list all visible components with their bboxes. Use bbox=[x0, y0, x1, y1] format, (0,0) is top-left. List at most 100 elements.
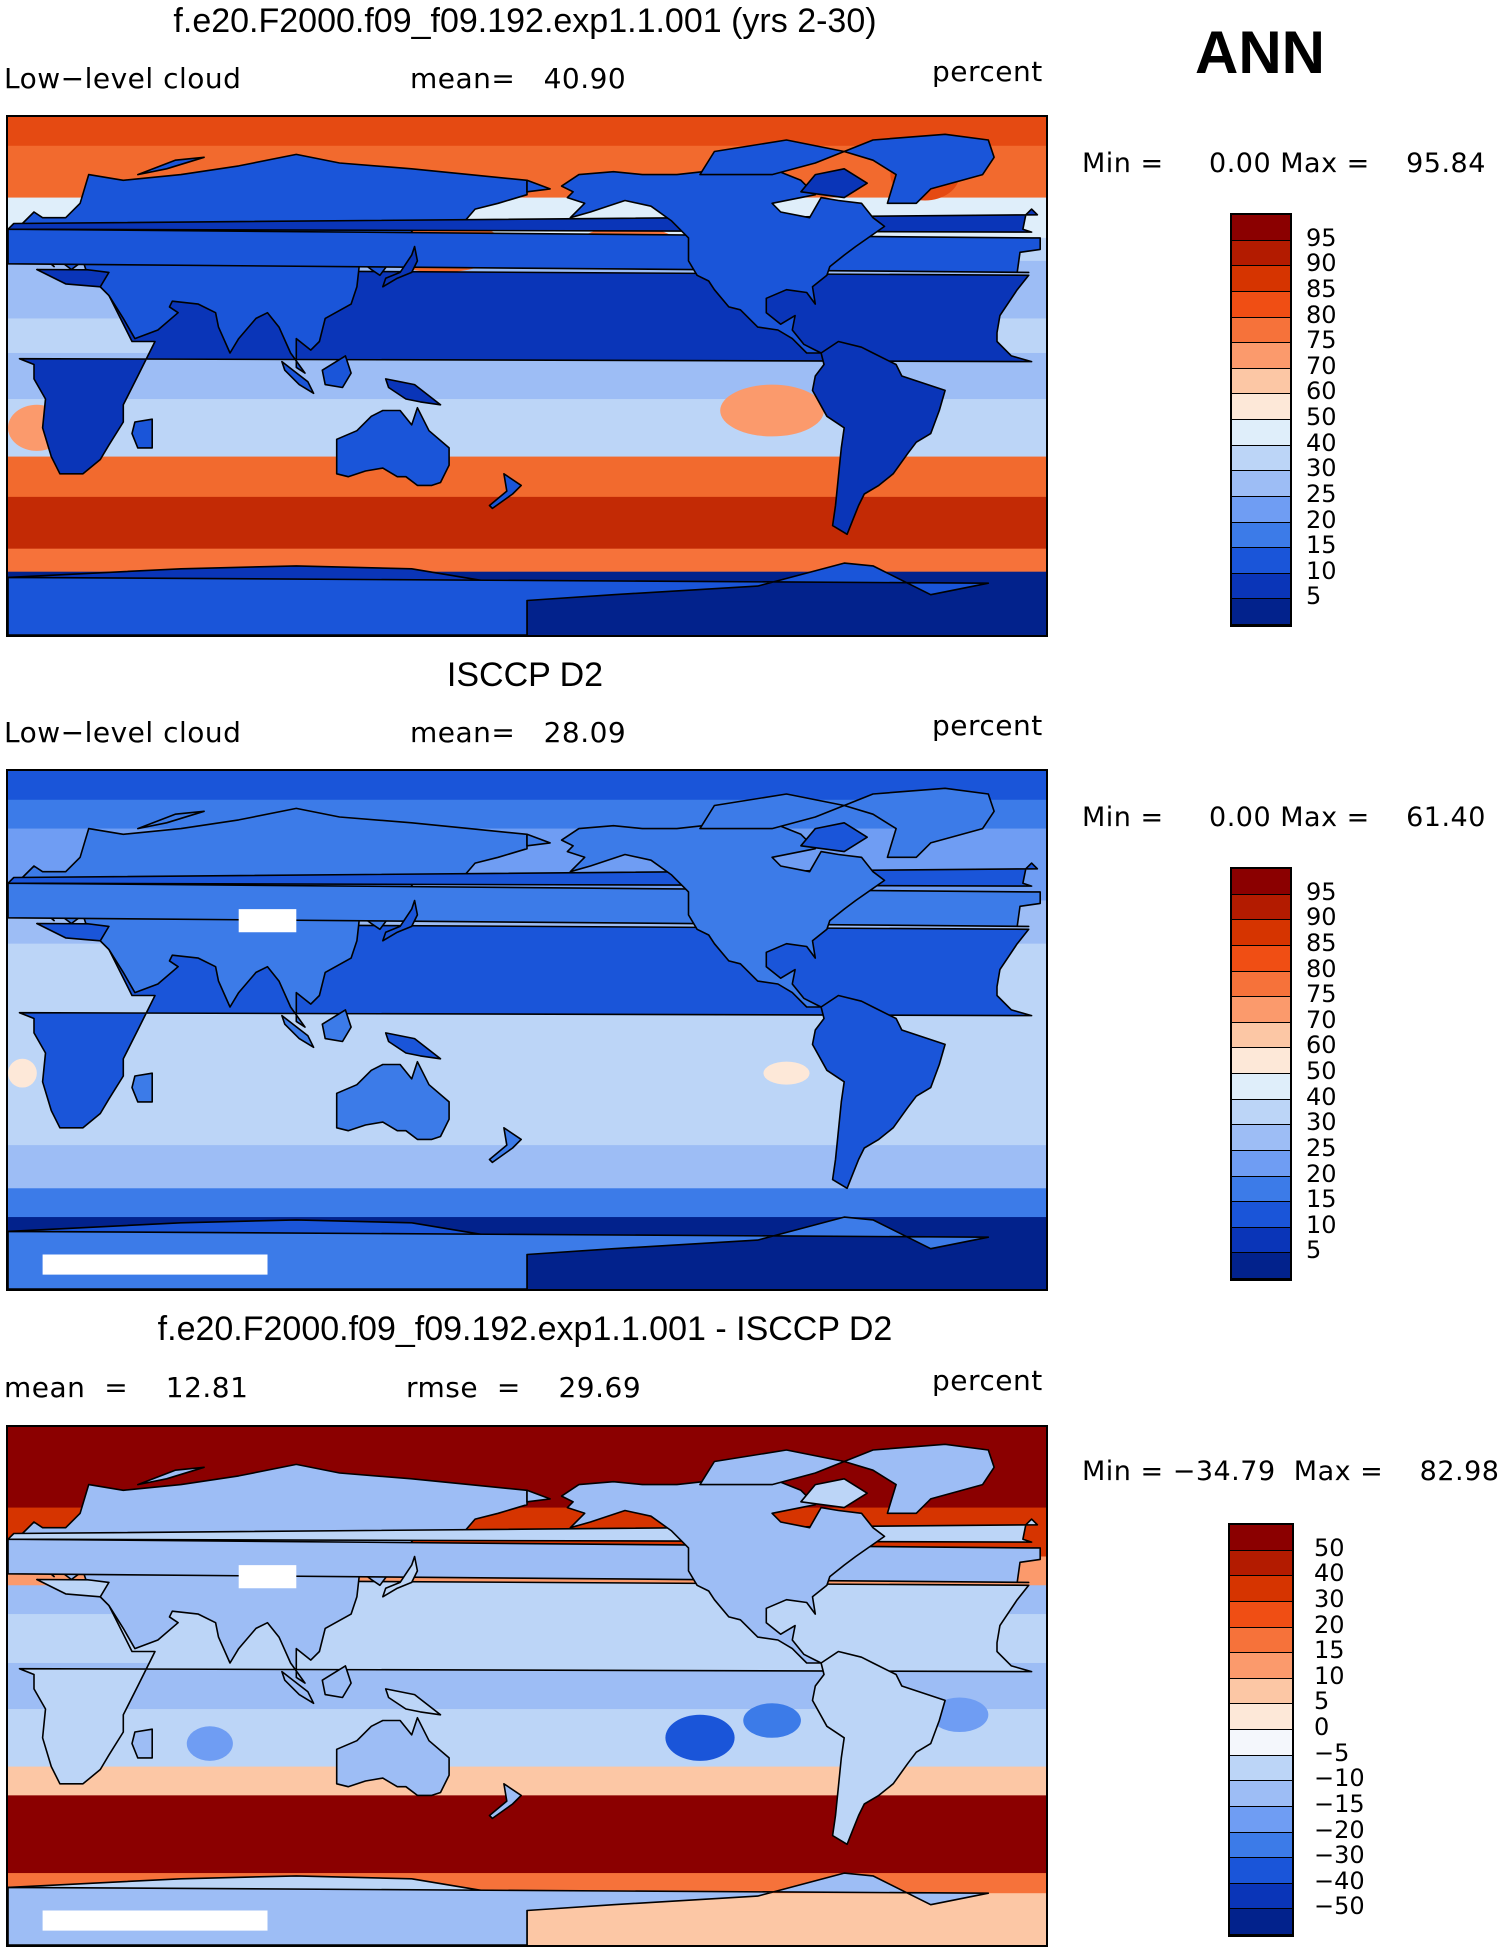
minmax-label: Min = 0.00 Max = 61.40 bbox=[1082, 802, 1486, 833]
colorbar-swatch bbox=[1230, 1730, 1292, 1756]
colorbar-label: 10 bbox=[1306, 1210, 1337, 1239]
colorbar-swatch bbox=[1232, 599, 1290, 625]
map-model bbox=[6, 115, 1048, 637]
colorbar-label: 50 bbox=[1306, 403, 1337, 431]
colorbar-swatch bbox=[1232, 266, 1290, 292]
field-label: Low−level cloud bbox=[4, 716, 242, 749]
colorbar-swatch bbox=[1230, 1858, 1292, 1884]
colorbar-swatches bbox=[1230, 213, 1292, 627]
units-label: percent bbox=[932, 709, 1043, 742]
colorbar-swatch bbox=[1232, 317, 1290, 344]
colorbar-swatch bbox=[1232, 420, 1290, 446]
colorbar-swatch bbox=[1232, 1125, 1290, 1151]
colorbar-label: 70 bbox=[1306, 351, 1337, 380]
colorbar-label: 90 bbox=[1306, 249, 1337, 278]
season-label: ANN bbox=[1195, 19, 1325, 86]
colorbar-swatch bbox=[1232, 445, 1290, 472]
minmax-label: Min = 0.00 Max = 95.84 bbox=[1082, 148, 1486, 179]
colorbar-label: 30 bbox=[1306, 454, 1337, 483]
colorbar-swatch bbox=[1232, 945, 1290, 972]
map-obs bbox=[6, 769, 1048, 1291]
map-diff-svg bbox=[8, 1427, 1046, 1945]
colorbar-label: 75 bbox=[1306, 326, 1337, 355]
colorbar-label: 90 bbox=[1306, 903, 1337, 932]
colorbar-label: 20 bbox=[1306, 505, 1337, 534]
colorbar-swatch bbox=[1232, 291, 1290, 318]
colorbar-swatch bbox=[1232, 920, 1290, 946]
colorbar-swatch bbox=[1230, 1806, 1292, 1833]
colorbar-label: 15 bbox=[1306, 1185, 1337, 1214]
map-diff bbox=[6, 1425, 1048, 1947]
units-label: percent bbox=[932, 1364, 1043, 1397]
colorbar-swatch bbox=[1232, 894, 1290, 921]
colorbar-label: 20 bbox=[1306, 1159, 1337, 1188]
colorbar-swatch bbox=[1232, 368, 1290, 395]
colorbar-swatch bbox=[1230, 1883, 1292, 1910]
minmax-label: Min = −34.79 Max = 82.98 bbox=[1082, 1456, 1500, 1487]
colorbar-swatch bbox=[1230, 1909, 1292, 1935]
colorbar-swatch bbox=[1232, 1074, 1290, 1100]
colorbar-label: 95 bbox=[1306, 223, 1337, 252]
colorbar-label: 5 bbox=[1314, 1687, 1330, 1716]
colorbar-label: 60 bbox=[1306, 1031, 1337, 1060]
colorbar-swatch bbox=[1232, 971, 1290, 998]
colorbar-swatch bbox=[1232, 573, 1290, 600]
colorbar-swatches bbox=[1230, 867, 1292, 1281]
colorbar-swatch bbox=[1232, 1227, 1290, 1254]
colorbar-swatch bbox=[1232, 1150, 1290, 1177]
colorbar-label: 70 bbox=[1306, 1005, 1337, 1034]
colorbar-label: 60 bbox=[1306, 377, 1337, 406]
colorbar-swatch bbox=[1230, 1653, 1292, 1679]
colorbar-label: 30 bbox=[1306, 1108, 1337, 1137]
colorbar-label: 95 bbox=[1306, 877, 1337, 906]
colorbar-label: −10 bbox=[1314, 1764, 1365, 1793]
colorbar-swatch bbox=[1232, 1253, 1290, 1279]
colorbar-label: 80 bbox=[1306, 954, 1337, 983]
mean-label: mean = 12.81 bbox=[4, 1371, 249, 1404]
panel-title: f.e20.F2000.f09_f09.192.exp1.1.001 (yrs … bbox=[173, 2, 877, 40]
colorbar-swatch bbox=[1230, 1525, 1292, 1551]
colorbar-label: 85 bbox=[1306, 928, 1337, 957]
mean-label: mean= 28.09 bbox=[410, 716, 627, 749]
colorbar-swatch bbox=[1232, 1202, 1290, 1228]
colorbar-label: 0 bbox=[1314, 1713, 1330, 1741]
colorbar-label: 15 bbox=[1306, 531, 1337, 560]
colorbar-swatch bbox=[1232, 471, 1290, 497]
mean-label: mean= 40.90 bbox=[410, 62, 627, 95]
colorbar-swatch bbox=[1230, 1678, 1292, 1705]
colorbar-label: 10 bbox=[1314, 1661, 1345, 1690]
panel-title: f.e20.F2000.f09_f09.192.exp1.1.001 - ISC… bbox=[157, 1310, 893, 1348]
colorbar-label: 40 bbox=[1314, 1559, 1345, 1588]
colorbar-label: −20 bbox=[1314, 1815, 1365, 1844]
colorbar-swatch bbox=[1232, 240, 1290, 267]
colorbar-swatch bbox=[1230, 1627, 1292, 1654]
colorbar-label: 75 bbox=[1306, 980, 1337, 1009]
colorbar-swatch bbox=[1230, 1576, 1292, 1602]
colorbar-label: 25 bbox=[1306, 479, 1337, 508]
colorbar-label: −40 bbox=[1314, 1866, 1365, 1895]
colorbar-label: −15 bbox=[1314, 1789, 1365, 1818]
colorbar-swatch bbox=[1232, 215, 1290, 241]
colorbar-swatch bbox=[1232, 343, 1290, 369]
colorbar-swatch bbox=[1230, 1550, 1292, 1577]
colorbar-swatch bbox=[1232, 522, 1290, 549]
colorbar-swatch bbox=[1230, 1704, 1292, 1730]
colorbar-label: 40 bbox=[1306, 428, 1337, 457]
colorbar-label: −30 bbox=[1314, 1841, 1365, 1870]
colorbar-label: −50 bbox=[1314, 1892, 1365, 1921]
colorbar-swatch bbox=[1232, 394, 1290, 420]
map-model-svg bbox=[8, 117, 1046, 635]
colorbar-label: 85 bbox=[1306, 274, 1337, 303]
colorbar-label: 5 bbox=[1306, 1236, 1322, 1265]
panel-title: ISCCP D2 bbox=[446, 656, 604, 694]
colorbar-swatch bbox=[1232, 997, 1290, 1023]
colorbar-swatch bbox=[1230, 1781, 1292, 1807]
colorbar-label: 50 bbox=[1314, 1533, 1345, 1562]
colorbar-swatch bbox=[1232, 1022, 1290, 1049]
field-label: Low−level cloud bbox=[4, 62, 242, 95]
colorbar-label: −5 bbox=[1314, 1738, 1350, 1767]
colorbar-swatch bbox=[1232, 869, 1290, 895]
colorbar-label: 40 bbox=[1306, 1082, 1337, 1111]
colorbar-label: 5 bbox=[1306, 582, 1322, 611]
colorbar-label: 20 bbox=[1314, 1610, 1345, 1639]
